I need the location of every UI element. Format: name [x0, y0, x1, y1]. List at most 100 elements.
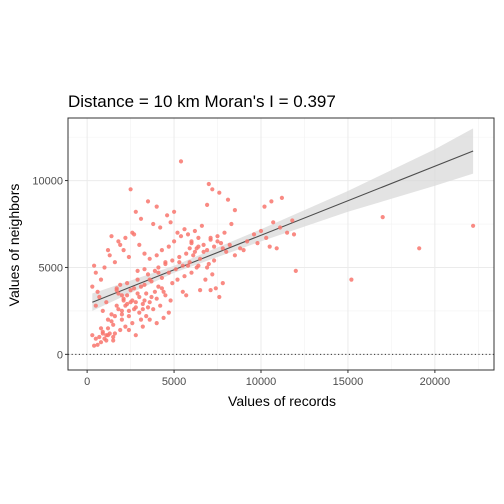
data-points: [90, 159, 476, 348]
data-point: [184, 251, 189, 256]
data-point: [109, 319, 114, 324]
data-point: [163, 260, 168, 265]
data-point: [142, 251, 147, 256]
data-point: [245, 239, 250, 244]
y-tick-label: 10000: [32, 176, 63, 188]
data-point: [166, 310, 171, 315]
x-axis-title: Values of records: [228, 393, 336, 409]
data-point: [471, 223, 476, 228]
data-point: [175, 230, 180, 235]
data-point: [151, 221, 156, 227]
data-point: [217, 294, 222, 300]
data-point: [154, 253, 159, 258]
data-point: [95, 289, 100, 294]
data-point: [251, 232, 257, 237]
data-point: [154, 321, 159, 326]
data-point: [140, 301, 145, 307]
data-point: [159, 286, 164, 291]
data-point: [274, 246, 279, 251]
data-point: [114, 288, 119, 293]
data-point: [126, 327, 131, 333]
data-point: [147, 317, 152, 322]
data-point: [163, 293, 168, 298]
data-point: [189, 239, 194, 244]
data-point: [90, 284, 95, 289]
data-point: [97, 334, 102, 340]
data-point: [133, 209, 138, 214]
data-point: [128, 300, 133, 305]
data-point: [119, 317, 124, 322]
data-point: [198, 256, 203, 261]
data-point: [128, 288, 133, 293]
data-point: [123, 324, 128, 329]
data-point: [172, 239, 177, 244]
data-point: [154, 296, 159, 301]
data-point: [159, 275, 164, 280]
data-point: [125, 293, 130, 298]
data-point: [172, 209, 177, 214]
data-point: [222, 230, 227, 235]
data-point: [107, 253, 112, 258]
data-point: [126, 254, 131, 260]
data-point: [210, 272, 215, 277]
data-point: [238, 246, 243, 251]
data-point: [285, 230, 290, 235]
data-point: [161, 315, 166, 320]
data-point: [147, 300, 152, 305]
data-point: [100, 308, 105, 313]
data-point: [217, 190, 222, 195]
data-point: [180, 289, 185, 294]
data-point: [125, 281, 130, 286]
data-point: [93, 336, 98, 341]
data-point: [205, 202, 210, 207]
data-point: [161, 289, 166, 294]
data-point: [104, 338, 109, 343]
data-point: [241, 248, 246, 253]
data-point: [109, 312, 114, 317]
data-point: [271, 220, 276, 225]
data-point: [145, 199, 151, 204]
data-point: [102, 265, 107, 270]
data-point: [112, 314, 117, 319]
data-point: [185, 263, 191, 268]
data-point: [109, 234, 114, 239]
data-point: [118, 242, 123, 247]
data-point: [121, 248, 126, 253]
data-point: [111, 338, 116, 343]
data-point: [278, 225, 283, 230]
data-point: [128, 187, 133, 192]
y-tick-label: 0: [57, 349, 63, 361]
data-point: [182, 227, 187, 232]
data-point: [205, 248, 210, 253]
data-point: [137, 310, 142, 315]
data-point: [114, 303, 119, 308]
data-point: [220, 246, 225, 251]
data-point: [154, 204, 159, 209]
data-point: [137, 242, 142, 247]
data-point: [232, 253, 237, 258]
data-point: [144, 314, 149, 319]
data-point: [232, 208, 237, 213]
data-point: [133, 300, 138, 305]
data-point: [125, 301, 130, 307]
data-point: [417, 246, 422, 251]
data-point: [104, 333, 109, 338]
data-point: [90, 333, 95, 338]
data-point: [192, 249, 197, 254]
x-tick-label: 10000: [246, 376, 277, 388]
data-point: [168, 220, 173, 225]
data-point: [152, 268, 157, 273]
data-point: [178, 159, 184, 164]
data-point: [184, 293, 189, 298]
data-point: [156, 284, 161, 289]
data-point: [225, 197, 231, 202]
data-point: [189, 270, 194, 275]
data-point: [133, 333, 138, 338]
data-point: [196, 263, 201, 268]
data-point: [98, 326, 104, 331]
data-point: [206, 181, 211, 187]
data-point: [293, 268, 298, 273]
data-point: [198, 288, 203, 293]
data-point: [173, 267, 178, 272]
